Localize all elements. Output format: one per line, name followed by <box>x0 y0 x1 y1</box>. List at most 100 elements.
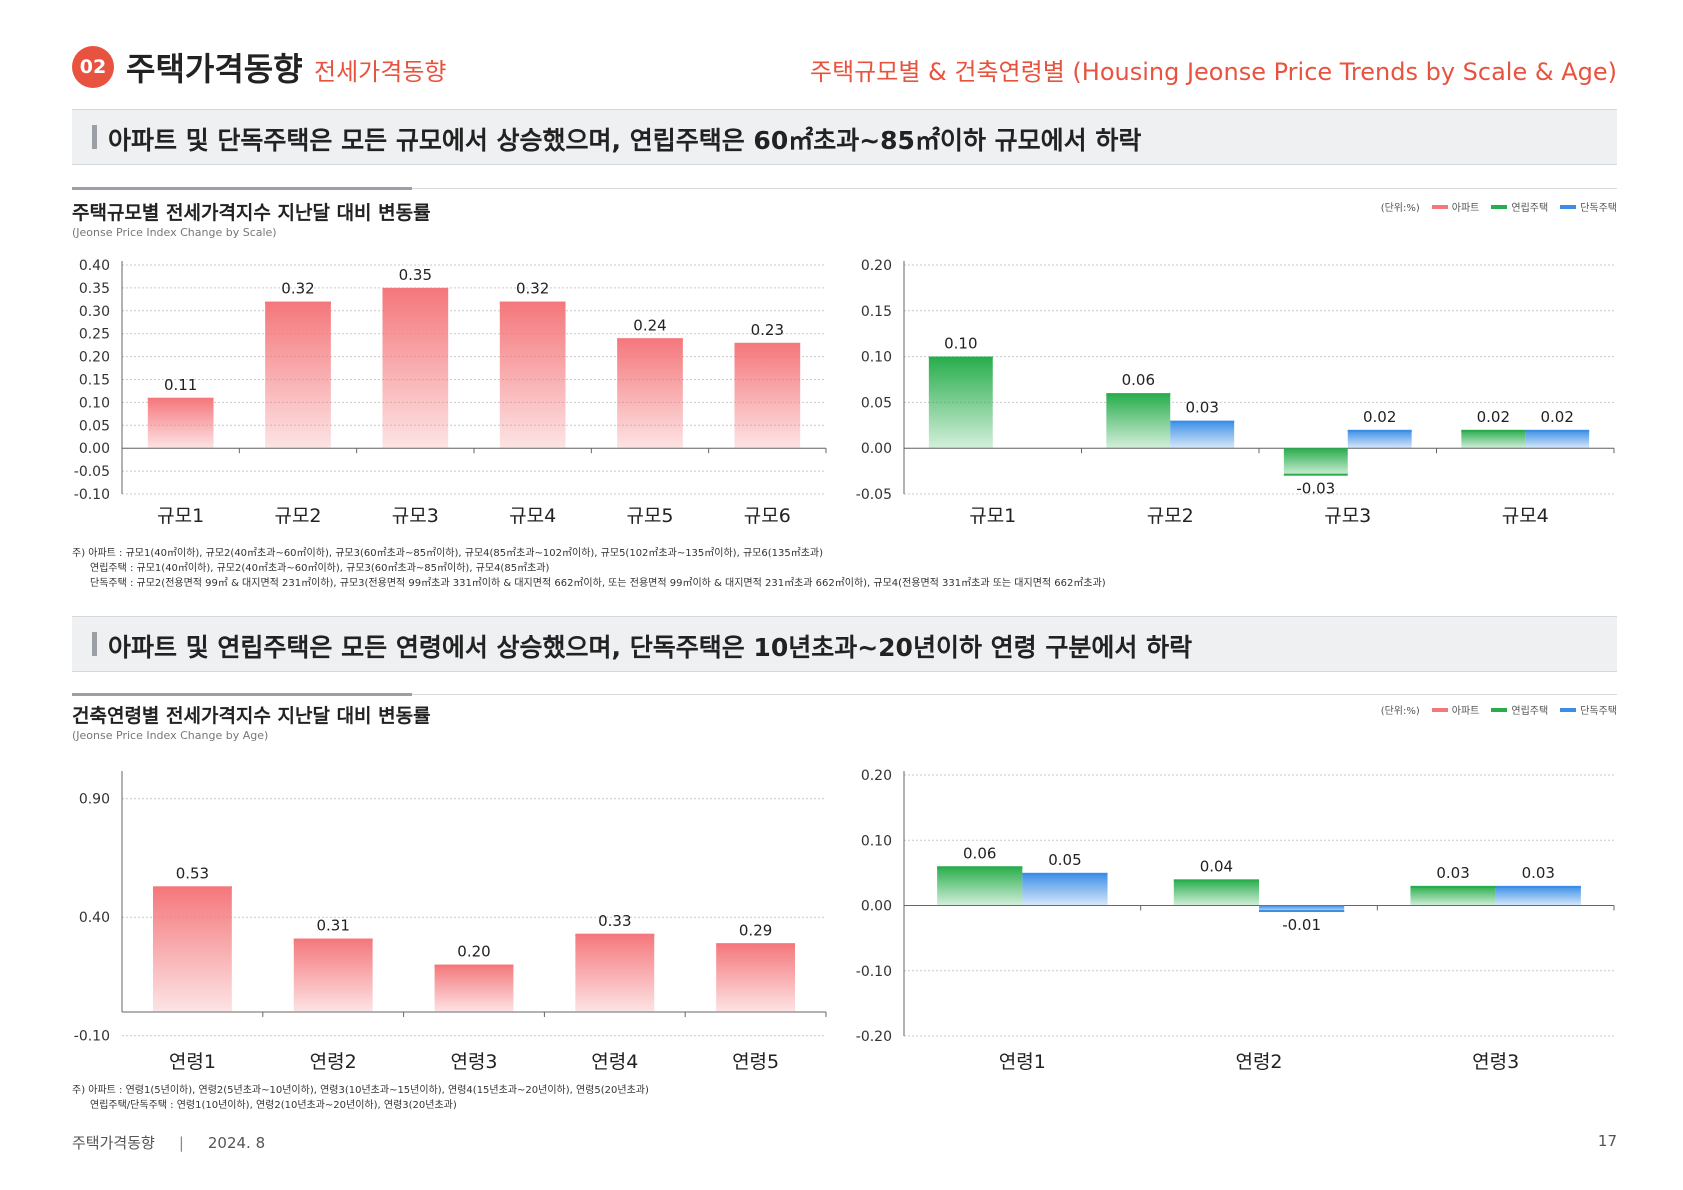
x-category-label: 규모3 <box>1324 505 1371 527</box>
x-category-label: 연령1 <box>169 1051 216 1073</box>
bar-cap <box>152 886 232 889</box>
x-category-label: 규모2 <box>274 505 321 527</box>
x-category-label: 연령3 <box>1472 1051 1519 1073</box>
bar <box>1106 393 1171 449</box>
banner-bar <box>92 632 97 656</box>
data-label: 0.31 <box>316 917 349 935</box>
legend-label-det: 단독주택 <box>1580 203 1617 214</box>
x-category-label: 규모4 <box>509 505 556 527</box>
bar <box>928 356 993 449</box>
chart-subtitle-age: (Jeonse Price Index Change by Age) <box>72 729 269 742</box>
y-tick-label: 0.25 <box>79 327 110 343</box>
y-tick-label: 0.00 <box>79 441 110 457</box>
x-category-label: 규모1 <box>969 505 1016 527</box>
x-category-label: 연령3 <box>450 1051 497 1073</box>
bar <box>734 342 801 449</box>
legend-unit: (단위:%) <box>1380 203 1420 214</box>
y-tick-label: -0.05 <box>74 464 110 480</box>
y-tick-label: 0.40 <box>79 258 110 274</box>
chart-title-scale: 주택규모별 전세가격지수 지난달 대비 변동률 <box>72 202 431 224</box>
notes-age: 주) 아파트 : 연령1(5년이하), 연령2(5년초과~10년이하), 연령3… <box>72 1083 649 1113</box>
legend-swatch-row <box>1491 707 1508 712</box>
legend-swatch-apt <box>1431 204 1448 209</box>
bar-cap <box>499 301 566 304</box>
bar-cap <box>575 933 655 936</box>
bar <box>265 301 331 449</box>
headline-text: 아파트 및 연립주택은 모든 연령에서 상승했으며, 단독주택은 10년초과~2… <box>108 633 1193 662</box>
data-label: 0.24 <box>633 316 666 334</box>
y-tick-label: 0.00 <box>861 441 892 457</box>
x-category-label: 연령1 <box>999 1051 1046 1073</box>
data-label: 0.10 <box>944 335 977 353</box>
bar <box>1173 879 1259 906</box>
divider <box>72 188 1617 189</box>
x-category-label: 연령4 <box>591 1051 638 1073</box>
bar-cap <box>382 287 449 290</box>
page-subtitle: 전세가격동향 <box>314 58 447 86</box>
data-label: 0.02 <box>1363 408 1396 426</box>
legend-label-apt: 아파트 <box>1451 706 1480 717</box>
footer-separator: | <box>178 1134 184 1152</box>
data-label: 0.33 <box>598 912 631 930</box>
y-tick-label: 0.35 <box>79 281 110 297</box>
notes-scale: 주) 아파트 : 규모1(40㎡이하), 규모2(40㎡초과~60㎡이하), 규… <box>72 546 1106 591</box>
y-tick-label: 0.05 <box>861 395 892 411</box>
page-number: 17 <box>1597 1132 1617 1150</box>
note-line: 주) 아파트 : 규모1(40㎡이하), 규모2(40㎡초과~60㎡이하), 규… <box>72 548 823 559</box>
y-tick-label: 0.30 <box>79 304 110 320</box>
y-tick-label: 0.40 <box>79 910 110 926</box>
note-line: 연립주택/단독주택 : 연령1(10년이하), 연령2(10년초과~20년이하)… <box>90 1100 457 1111</box>
footer-date: 2024. 8 <box>207 1134 266 1152</box>
data-label: 0.53 <box>176 864 209 882</box>
section-title: 주택규모별 & 건축연령별 (Housing Jeonse Price Tren… <box>810 58 1617 86</box>
page-title: 주택가격동향 <box>126 50 303 88</box>
data-label: -0.03 <box>1296 480 1335 498</box>
x-category-label: 연령5 <box>732 1051 779 1073</box>
y-tick-label: 0.15 <box>861 304 892 320</box>
data-label: 0.03 <box>1436 864 1469 882</box>
bar <box>1410 885 1496 906</box>
note-line: 주) 아파트 : 연령1(5년이하), 연령2(5년초과~10년이하), 연령3… <box>72 1085 649 1096</box>
data-label: 0.32 <box>516 280 549 298</box>
y-tick-label: 0.10 <box>861 350 892 366</box>
bar <box>575 933 655 1012</box>
legend-scale: (단위:%) 아파트 연립주택 단독주택 <box>1381 199 1617 214</box>
data-label: 0.05 <box>1048 851 1081 869</box>
y-tick-label: 0.10 <box>861 833 892 849</box>
y-tick-label: 0.90 <box>79 792 110 808</box>
bar <box>937 866 1023 906</box>
y-tick-label: 0.00 <box>861 899 892 915</box>
headline-banner-scale: 아파트 및 단독주택은 모든 규모에서 상승했으며, 연립주택은 60㎡초과~8… <box>72 109 1617 165</box>
bar <box>1347 429 1412 449</box>
data-label: 0.23 <box>751 321 784 339</box>
accent-bar <box>72 693 412 696</box>
bar-cap <box>1170 420 1235 423</box>
y-tick-label: -0.05 <box>856 487 892 503</box>
bar-cap <box>928 356 993 359</box>
data-label: 0.35 <box>399 266 432 284</box>
bar-cap <box>1347 429 1412 432</box>
x-category-label: 규모2 <box>1147 505 1194 527</box>
data-label: 0.06 <box>963 844 996 862</box>
y-tick-label: -0.20 <box>856 1029 892 1045</box>
headline-text: 아파트 및 단독주택은 모든 규모에서 상승했으며, 연립주택은 60㎡초과~8… <box>108 126 1142 155</box>
footer-title: 주택가격동향 <box>72 1134 155 1152</box>
data-label: 0.20 <box>457 943 490 961</box>
y-tick-label: 0.20 <box>861 768 892 784</box>
y-tick-label: 0.15 <box>79 373 110 389</box>
section-number-badge: 02 <box>72 46 114 88</box>
headline-banner-age: 아파트 및 연립주택은 모든 연령에서 상승했으며, 단독주택은 10년초과~2… <box>72 616 1617 672</box>
x-category-label: 규모6 <box>744 505 791 527</box>
bar-cap <box>265 301 331 304</box>
bar-cap <box>1283 473 1348 476</box>
legend-label-det: 단독주택 <box>1580 706 1617 717</box>
data-label: 0.32 <box>281 280 314 298</box>
legend-label-apt: 아파트 <box>1451 203 1480 214</box>
bar <box>293 938 373 1012</box>
data-label: 0.02 <box>1540 408 1573 426</box>
bar <box>1525 429 1590 449</box>
legend-swatch-det <box>1560 204 1577 209</box>
